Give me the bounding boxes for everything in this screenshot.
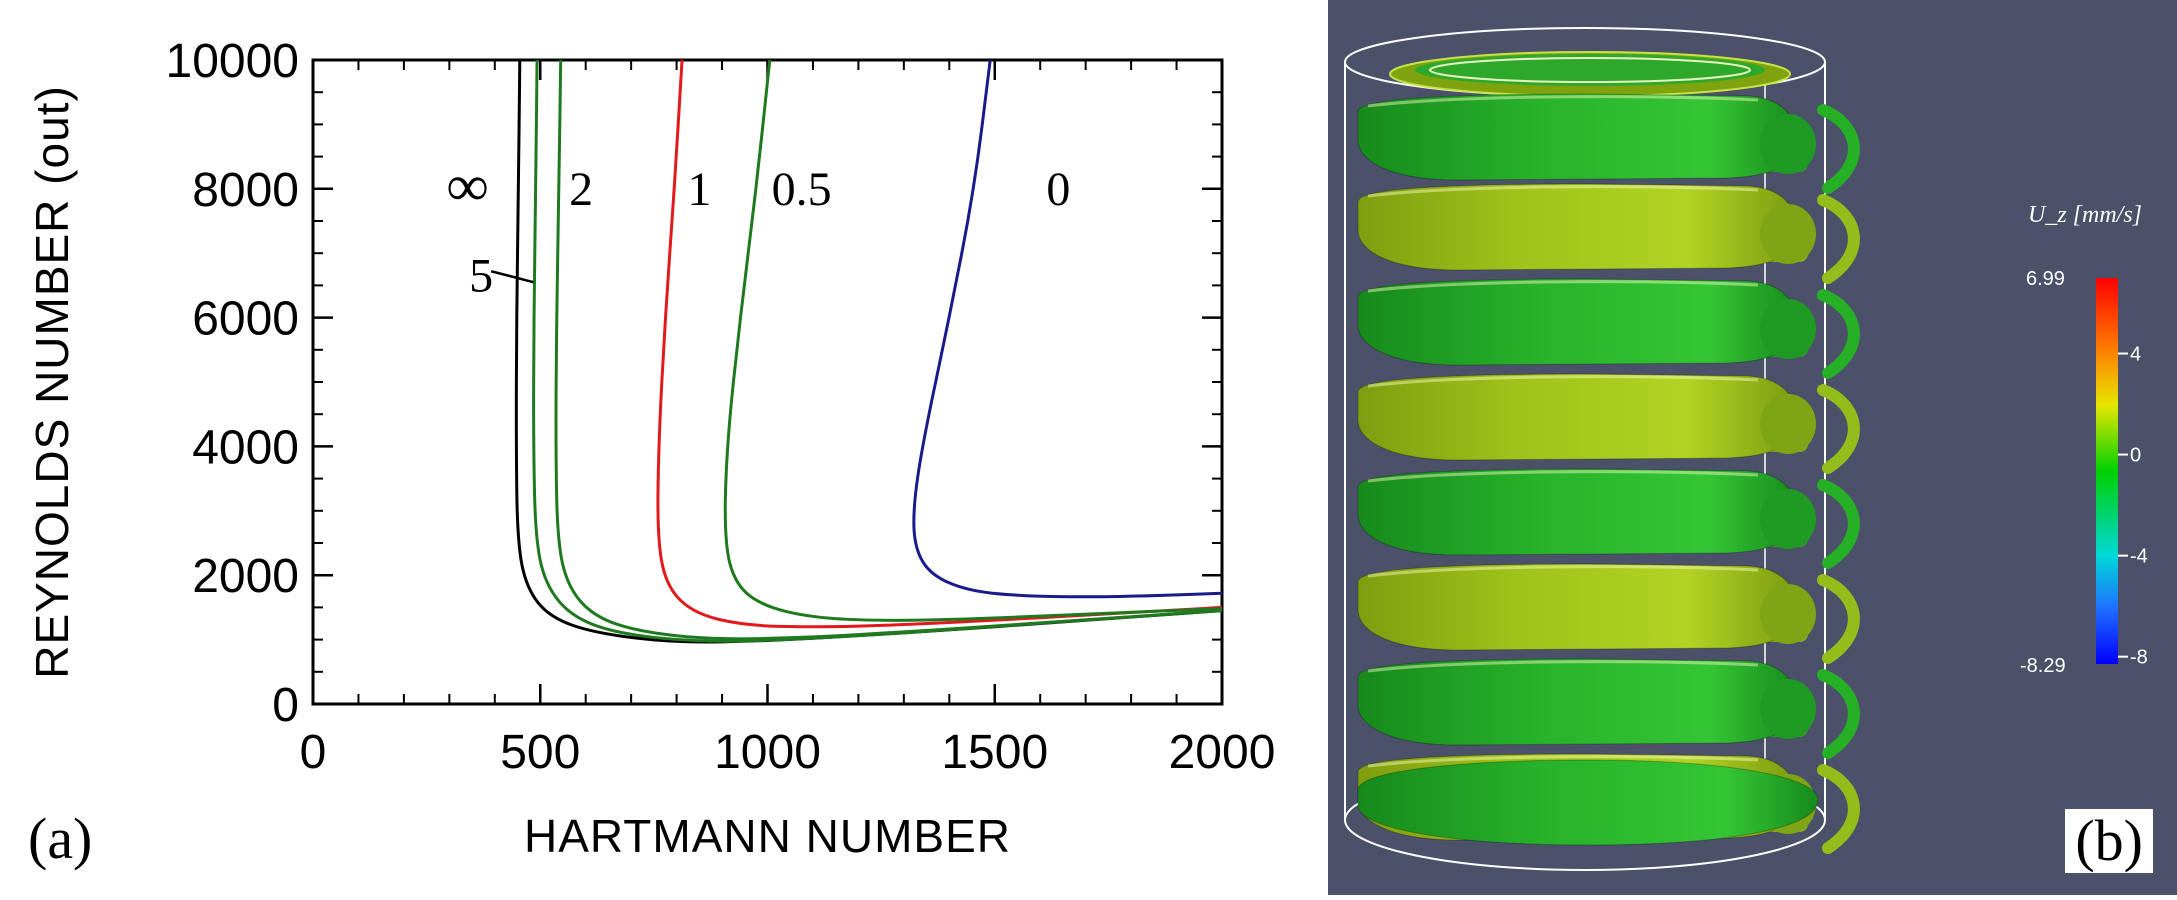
vortex-tail	[1817, 384, 1860, 474]
y-tick-label: 2000	[192, 550, 299, 603]
vortex-ring	[1357, 278, 1799, 366]
series-line-2	[554, 59, 1223, 641]
vortex-lobe	[1760, 114, 1816, 174]
reynolds-hartmann-chart: 0 500 1000 1500 2000 0 2000 4000 6000 8000 10000 HA…	[26, 35, 1276, 862]
x-tick-label: 2000	[1169, 726, 1276, 779]
colorbar-tick-label: -4	[2130, 546, 2148, 568]
x-tick-label: 500	[500, 726, 580, 779]
curve-label: 1	[687, 163, 711, 216]
colorbar-title: U_z [mm/s]	[2028, 202, 2142, 228]
vortex-lobe	[1760, 584, 1816, 644]
vortex-ring-highlight	[1367, 755, 1759, 768]
vortex-tail	[1817, 104, 1860, 194]
vortex-ring-highlight	[1367, 185, 1759, 198]
curve-label: 5	[469, 250, 493, 303]
vortex-lobe	[1760, 299, 1816, 359]
vortex-tail	[1817, 764, 1860, 854]
vortex-tail	[1817, 669, 1860, 759]
panel-label-b: (b)	[2065, 809, 2153, 873]
vortex-tail	[1817, 289, 1860, 379]
curve-label: 2	[569, 163, 593, 216]
vortex-ring-highlight	[1367, 375, 1759, 388]
vortex-ring	[1357, 93, 1799, 181]
top-ring-highlight	[1429, 57, 1751, 83]
colorbar-max-label: 6.99	[2026, 268, 2065, 290]
x-axis-title: HARTMANN NUMBER	[524, 810, 1011, 862]
y-tick-label: 4000	[192, 421, 299, 474]
cylinder-flow-visualization: U_z [mm/s] 6.99 -8.29 4 0 -4 -8	[1344, 27, 2148, 871]
colorbar-tick-label: -8	[2130, 647, 2148, 669]
vortex-ring	[1357, 658, 1799, 746]
curve-label: 0.5	[772, 163, 832, 216]
vortex-ring-highlight	[1367, 660, 1759, 673]
curve-label: 0	[1046, 163, 1070, 216]
vortex-ring-highlight	[1367, 565, 1759, 578]
vortex-tail	[1817, 479, 1860, 569]
y-tick-label: 0	[272, 679, 299, 732]
y-tick-label: 10000	[166, 35, 299, 88]
vortex-lobe	[1760, 394, 1816, 454]
colorbar-ticks: 4 0 -4 -8	[2118, 344, 2148, 669]
x-tick-label: 1000	[714, 726, 821, 779]
vortex-lobe	[1760, 489, 1816, 549]
vortex-lobe	[1760, 204, 1816, 264]
x-tick-label: 0	[300, 726, 327, 779]
series-line-5	[532, 59, 1223, 643]
colorbar-tick-label: 4	[2130, 344, 2141, 366]
vortex-tail	[1817, 574, 1860, 664]
y-tick-label: 6000	[192, 293, 299, 346]
vortex-rings	[1357, 51, 1860, 854]
curve-label-leader	[490, 270, 534, 284]
y-tick-label: 8000	[192, 164, 299, 217]
series-line-1	[656, 59, 1223, 629]
chart-panel-a: 0 500 1000 1500 2000 0 2000 4000 6000 8000 10000 HA…	[26, 35, 1276, 871]
colorbar-min-label: -8.29	[2020, 655, 2066, 677]
x-tick-label: 1500	[941, 726, 1048, 779]
bottom-ring	[1357, 759, 1819, 846]
vortex-ring	[1357, 563, 1799, 651]
vortex-tail	[1817, 194, 1860, 284]
vortex-ring	[1357, 373, 1799, 461]
panel-label-a: (a)	[28, 806, 93, 871]
vortex-ring-highlight	[1367, 470, 1759, 483]
series-line-	[514, 59, 1223, 644]
vortex-ring	[1357, 183, 1799, 271]
vortex-ring-highlight	[1367, 280, 1759, 293]
simulation-panel-b: U_z [mm/s] 6.99 -8.29 4 0 -4 -8 (b)	[1328, 0, 2177, 895]
vortex-ring	[1357, 468, 1799, 556]
y-axis-title: REYNOLDS NUMBER (out)	[26, 85, 78, 679]
curve-label: ∞	[447, 153, 488, 218]
vortex-ring-highlight	[1367, 95, 1759, 108]
colorbar	[2096, 278, 2118, 664]
series-line-05	[723, 59, 1223, 622]
vortex-lobe	[1760, 679, 1816, 739]
series-line-0	[912, 59, 1223, 599]
colorbar-tick-label: 0	[2130, 445, 2141, 467]
top-ring-inner	[1415, 54, 1765, 86]
